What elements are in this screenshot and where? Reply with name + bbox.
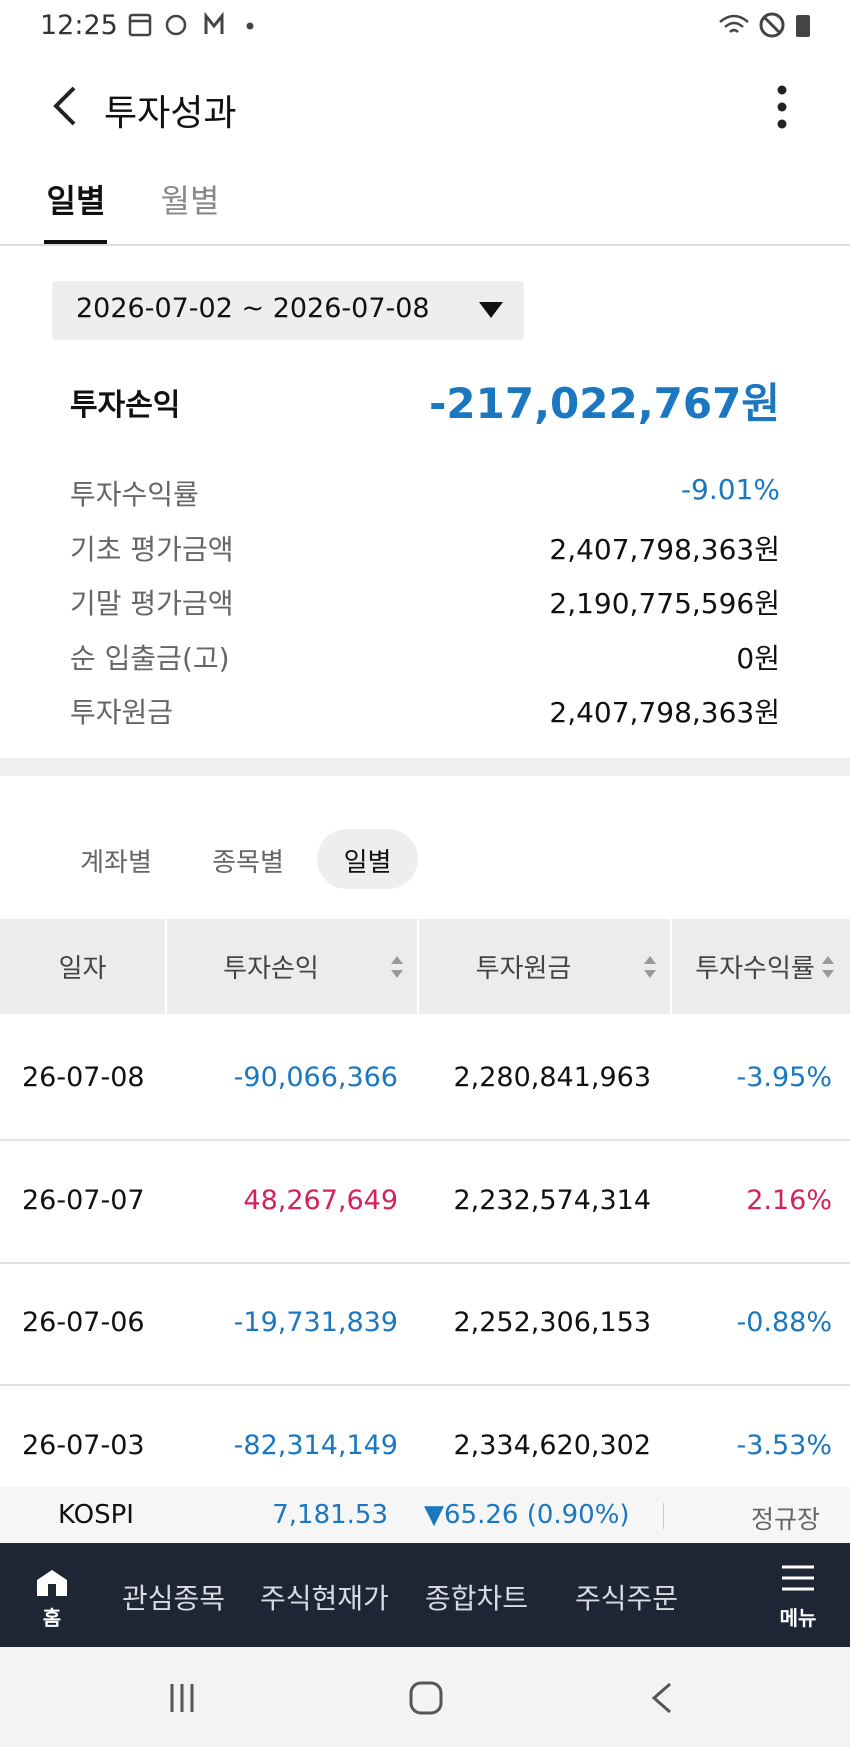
detail-label: 기초 평가금액 xyxy=(70,533,234,566)
menu-icon xyxy=(782,1565,814,1591)
section-gap xyxy=(0,758,850,776)
separator xyxy=(663,1503,664,1529)
subtab[interactable]: 종목별 xyxy=(212,848,284,878)
tab[interactable]: 일별 xyxy=(46,182,106,220)
cell-pl: -82,314,149 xyxy=(233,1430,398,1461)
cell-pl: -90,066,366 xyxy=(233,1062,398,1093)
ticker-change: ▼65.26 (0.90%) xyxy=(424,1500,630,1530)
detail-label: 투자수익률 xyxy=(70,478,199,511)
detail-value: 2,407,798,363원 xyxy=(549,696,780,729)
detail-label: 순 입출금(고) xyxy=(70,642,230,675)
cell-date: 26-07-08 xyxy=(22,1062,145,1093)
cell-rate: -0.88% xyxy=(736,1307,832,1338)
subtab[interactable]: 계좌별 xyxy=(80,848,152,878)
cell-principal: 2,280,841,963 xyxy=(453,1062,651,1093)
system-nav xyxy=(0,1647,850,1747)
row-divider xyxy=(0,1262,850,1264)
bottom-nav xyxy=(0,1543,850,1647)
cell-date: 26-07-07 xyxy=(22,1185,145,1216)
sort-icon[interactable] xyxy=(820,953,836,981)
ticker-value: 7,181.53 xyxy=(272,1500,388,1530)
detail-value: 2,407,798,363원 xyxy=(549,533,780,566)
cell-date: 26-07-03 xyxy=(22,1430,145,1461)
column-divider xyxy=(165,919,167,1014)
cell-date: 26-07-06 xyxy=(22,1307,145,1338)
home-label[interactable]: 홈 xyxy=(42,1606,62,1630)
column-header[interactable]: 투자손익 xyxy=(223,954,319,984)
menu-label[interactable]: 메뉴 xyxy=(779,1606,817,1630)
row-divider xyxy=(0,1139,850,1141)
cell-principal: 2,252,306,153 xyxy=(453,1307,651,1338)
home-icon xyxy=(37,1570,67,1596)
nav-item[interactable]: 주식주문 xyxy=(575,1582,679,1615)
cell-pl: 48,267,649 xyxy=(243,1185,398,1216)
column-header[interactable]: 투자수익률 xyxy=(695,954,815,984)
page-title: 투자성과 xyxy=(104,93,237,134)
ticker-session: 정규장 xyxy=(750,1505,820,1534)
detail-label: 투자원금 xyxy=(70,696,174,729)
detail-value: 0원 xyxy=(736,642,780,675)
divider xyxy=(0,244,850,246)
ticker-bar xyxy=(0,1487,850,1543)
period-selector[interactable] xyxy=(52,281,524,340)
status-time: 12:25 xyxy=(40,10,118,41)
column-divider xyxy=(417,919,419,1014)
cell-rate: -3.53% xyxy=(736,1430,832,1461)
summary-label: 투자손익 xyxy=(70,388,181,423)
cell-rate: -3.95% xyxy=(736,1062,832,1093)
ticker-name: KOSPI xyxy=(58,1500,134,1530)
detail-value: 2,190,775,596원 xyxy=(549,587,780,620)
cell-rate: 2.16% xyxy=(746,1185,832,1216)
summary-value: -217,022,767원 xyxy=(429,379,780,428)
status-icons xyxy=(128,12,254,37)
status-right-icons xyxy=(719,12,810,38)
table-header xyxy=(0,919,850,1014)
cell-pl: -19,731,839 xyxy=(233,1307,398,1338)
back-button[interactable] xyxy=(50,84,80,128)
tab-indicator xyxy=(44,240,107,244)
sort-icon[interactable] xyxy=(389,953,405,981)
column-header: 일자 xyxy=(58,954,107,984)
subtab-pill xyxy=(317,829,418,889)
more-button[interactable] xyxy=(774,84,790,130)
detail-label: 기말 평가금액 xyxy=(70,587,234,620)
nav-item[interactable]: 주식현재가 xyxy=(260,1582,389,1615)
nav-item[interactable]: 관심종목 xyxy=(122,1582,226,1615)
nav-item[interactable]: 종합차트 xyxy=(425,1582,529,1615)
detail-value: -9.01% xyxy=(680,473,780,506)
period-text: 2026-07-02 ~ 2026-07-08 xyxy=(76,293,430,324)
column-header[interactable]: 투자원금 xyxy=(475,954,572,984)
row-divider xyxy=(0,1384,850,1386)
cell-principal: 2,232,574,314 xyxy=(453,1185,651,1216)
tab[interactable]: 월별 xyxy=(160,182,220,220)
dropdown-arrow xyxy=(479,302,503,318)
system-buttons xyxy=(170,1681,671,1715)
cell-principal: 2,334,620,302 xyxy=(453,1430,651,1461)
subtab[interactable]: 일별 xyxy=(343,848,392,878)
column-divider xyxy=(670,919,672,1014)
sort-icon[interactable] xyxy=(642,953,658,981)
